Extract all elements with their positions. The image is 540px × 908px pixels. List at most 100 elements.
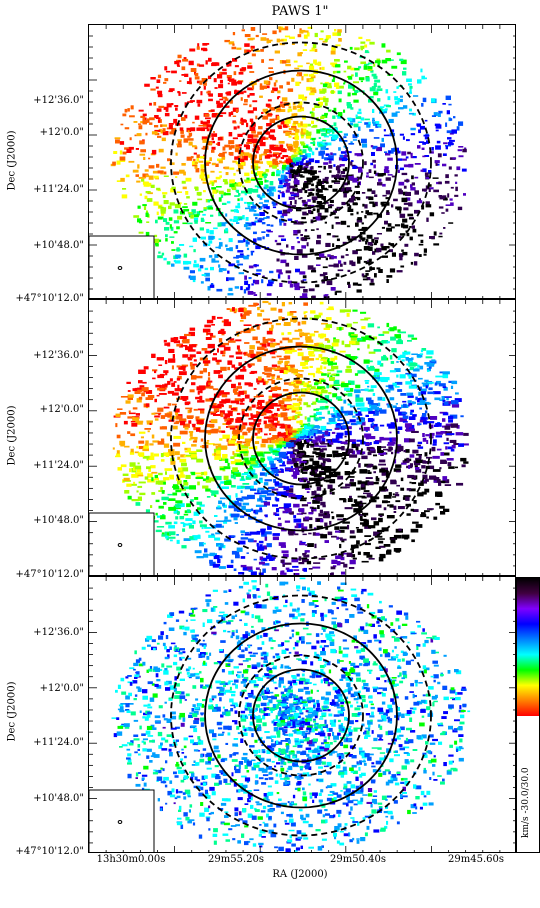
velocity-pixel xyxy=(372,336,378,340)
velocity-pixel xyxy=(294,386,299,389)
velocity-pixel xyxy=(260,49,264,52)
velocity-pixel xyxy=(419,365,424,370)
velocity-pixel xyxy=(338,562,345,564)
velocity-pixel xyxy=(145,174,149,177)
velocity-pixel xyxy=(351,174,354,177)
velocity-pixel xyxy=(199,504,205,507)
velocity-pixel xyxy=(340,556,345,561)
y-tick-label: +10'48.0" xyxy=(33,240,84,251)
velocity-pixel xyxy=(347,498,353,502)
velocity-pixel xyxy=(396,470,402,473)
velocity-pixel xyxy=(454,398,462,402)
velocity-pixel xyxy=(306,491,310,493)
dashed-inner-ellipse xyxy=(238,377,364,500)
velocity-pixel xyxy=(319,67,322,70)
velocity-pixel xyxy=(318,455,322,460)
velocity-pixel xyxy=(241,496,249,500)
velocity-pixel xyxy=(293,321,297,323)
velocity-pixel xyxy=(306,386,310,391)
velocity-pixel xyxy=(240,490,243,493)
velocity-pixel xyxy=(398,98,403,103)
y-tick-label: +47°10'12.0" xyxy=(15,293,84,304)
velocity-pixel xyxy=(207,432,211,435)
velocity-pixel xyxy=(292,163,296,167)
velocity-pixel xyxy=(289,453,296,458)
velocity-pixel xyxy=(379,553,386,559)
velocity-pixel xyxy=(304,237,311,240)
velocity-pixel xyxy=(350,213,354,216)
velocity-pixel xyxy=(185,518,193,521)
velocity-pixel xyxy=(218,344,226,348)
velocity-pixel xyxy=(404,243,409,247)
velocity-pixel xyxy=(115,423,118,428)
velocity-pixel xyxy=(269,144,274,149)
velocity-pixel xyxy=(345,354,351,358)
velocity-pixel xyxy=(410,508,414,512)
velocity-pixel xyxy=(145,191,151,194)
velocity-pixel xyxy=(303,30,309,33)
velocity-pixel xyxy=(220,112,227,115)
velocity-pixel xyxy=(401,412,408,415)
velocity-pixel xyxy=(420,239,424,243)
velocity-pixel xyxy=(130,433,136,437)
velocity-pixel xyxy=(217,222,222,227)
velocity-pixel xyxy=(312,532,316,536)
velocity-pixel xyxy=(148,157,151,160)
velocity-pixel xyxy=(207,199,211,203)
velocity-pixel xyxy=(339,138,344,141)
velocity-pixel xyxy=(267,230,273,233)
velocity-pixel xyxy=(328,82,332,87)
velocity-pixel xyxy=(297,406,303,411)
velocity-pixel xyxy=(358,511,361,515)
velocity-pixel xyxy=(318,97,324,101)
velocity-pixel xyxy=(307,189,313,191)
velocity-pixel xyxy=(427,381,434,384)
velocity-pixel xyxy=(166,261,171,265)
velocity-pixel xyxy=(353,99,359,103)
velocity-pixel xyxy=(198,160,204,163)
velocity-pixel xyxy=(128,160,135,163)
velocity-pixel xyxy=(252,107,257,111)
velocity-pixel xyxy=(441,396,445,400)
velocity-pixel xyxy=(156,108,162,112)
velocity-pixel xyxy=(225,422,231,425)
velocity-pixel xyxy=(239,402,245,405)
velocity-pixel xyxy=(319,273,326,277)
velocity-pixel xyxy=(286,143,289,147)
velocity-pixel xyxy=(340,383,349,388)
velocity-pixel xyxy=(303,128,307,133)
velocity-pixel xyxy=(376,411,379,414)
velocity-pixel xyxy=(385,108,388,111)
velocity-pixel xyxy=(277,186,284,189)
velocity-pixel xyxy=(293,434,299,439)
velocity-pixel xyxy=(321,389,328,394)
velocity-pixel xyxy=(321,350,326,353)
velocity-pixel xyxy=(263,416,271,419)
velocity-pixel xyxy=(399,167,404,171)
velocity-pixel xyxy=(200,236,206,240)
velocity-pixel xyxy=(401,534,410,539)
velocity-pixel xyxy=(460,415,464,418)
velocity-pixel xyxy=(288,156,291,161)
velocity-pixel xyxy=(311,75,316,79)
velocity-pixel xyxy=(239,151,244,156)
velocity-pixel xyxy=(349,482,357,487)
velocity-pixel xyxy=(201,274,206,276)
velocity-pixel xyxy=(266,283,273,287)
velocity-pixel xyxy=(145,184,150,187)
velocity-pixel xyxy=(243,311,248,315)
velocity-pixel xyxy=(236,222,240,224)
velocity-pixel xyxy=(198,64,205,67)
velocity-pixel xyxy=(427,508,434,510)
velocity-pixel xyxy=(125,174,130,178)
velocity-pixel xyxy=(225,213,228,217)
velocity-pixel xyxy=(211,187,217,190)
velocity-pixel xyxy=(155,529,162,533)
velocity-pixel xyxy=(155,384,162,388)
velocity-pixel xyxy=(301,187,306,191)
velocity-pixel xyxy=(217,137,223,141)
velocity-pixel xyxy=(351,554,356,558)
velocity-pixel xyxy=(355,397,364,402)
velocity-pixel xyxy=(196,46,200,50)
velocity-pixel xyxy=(328,109,332,112)
